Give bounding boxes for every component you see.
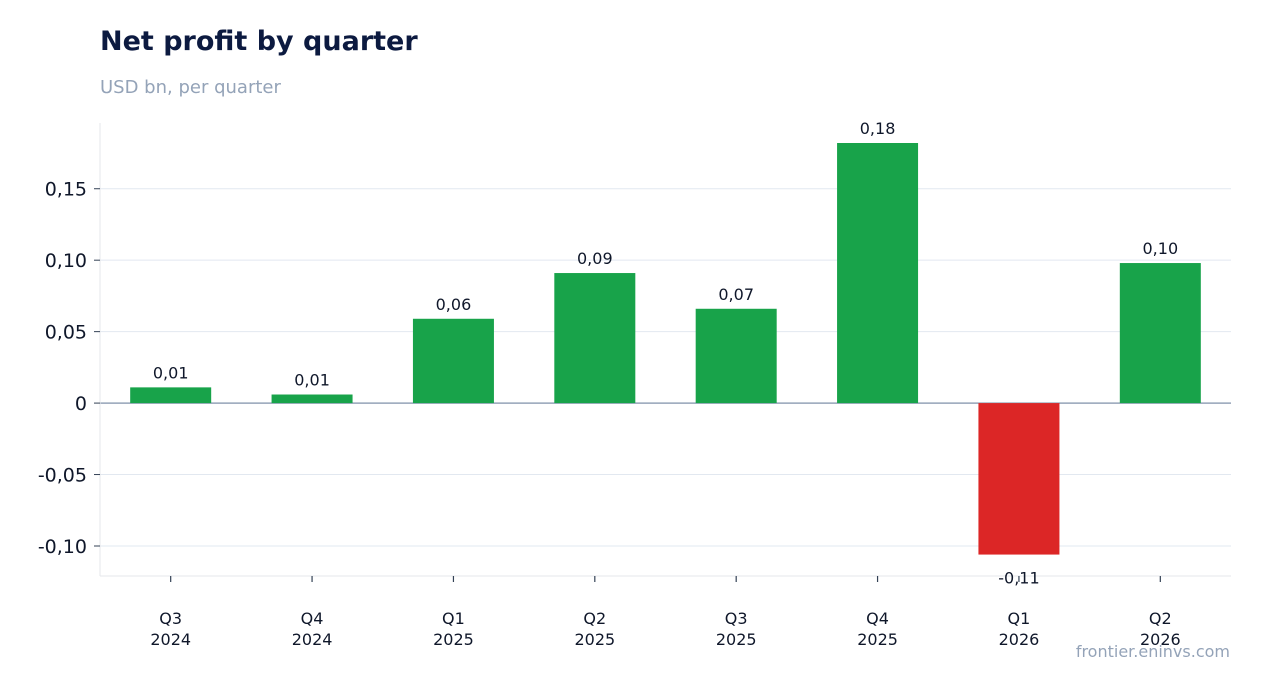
x-tick-label: 2025 — [574, 630, 615, 649]
x-tick-label: 2026 — [999, 630, 1040, 649]
bar — [978, 403, 1060, 555]
source-credit: frontier.eninvs.com — [1075, 642, 1230, 661]
x-tick-label: 2024 — [150, 630, 191, 649]
x-tick-label: 2025 — [716, 630, 757, 649]
bar — [271, 394, 353, 404]
x-tick-label: Q2 — [1149, 609, 1172, 628]
bar — [130, 387, 212, 404]
bar — [412, 318, 494, 404]
y-axis-ticks: -0,10 -0,05 0 0,05 0,10 0,15 — [38, 179, 87, 558]
bar — [1119, 263, 1201, 404]
axes — [94, 123, 1231, 582]
x-tick-label: Q2 — [583, 609, 606, 628]
data-label: 0,07 — [718, 285, 754, 304]
data-label: 0,18 — [860, 119, 896, 138]
y-tick-label: 0,05 — [45, 322, 87, 344]
data-label: 0,06 — [436, 295, 472, 314]
data-label: 0,10 — [1143, 239, 1179, 258]
chart-title: Net profit by quarter — [100, 26, 418, 57]
y-tick-label: 0 — [75, 393, 87, 415]
x-tick-label: 2025 — [433, 630, 474, 649]
x-tick-label: Q3 — [159, 609, 182, 628]
data-label: 0,09 — [577, 249, 613, 268]
x-tick-label: 2025 — [857, 630, 898, 649]
x-tick-label: Q4 — [866, 609, 889, 628]
data-label: 0,01 — [153, 363, 189, 382]
x-tick-label: Q3 — [725, 609, 748, 628]
bars — [130, 143, 1201, 555]
y-tick-label: -0,10 — [38, 536, 87, 558]
x-tick-label: 2026 — [1140, 630, 1181, 649]
x-axis-ticks: Q3 2024 Q4 2024 Q1 2025 Q2 2025 Q3 2025 Q4 2025 Q1 20… — [150, 609, 1180, 649]
x-tick-label: Q4 — [301, 609, 324, 628]
gridlines — [100, 188, 1231, 547]
x-tick-label: Q1 — [1008, 609, 1031, 628]
x-tick-label: 2024 — [292, 630, 333, 649]
bar — [837, 143, 919, 404]
bar — [554, 273, 636, 404]
data-label: -0,11 — [998, 569, 1039, 588]
data-labels: 0,01 0,01 0,06 0,09 0,07 0,18 -0,11 0,10 — [153, 119, 1178, 588]
data-label: 0,01 — [294, 371, 330, 390]
y-tick-label: -0,05 — [38, 465, 87, 487]
bar — [695, 308, 777, 404]
y-tick-label: 0,10 — [45, 250, 87, 272]
y-tick-label: 0,15 — [45, 179, 87, 201]
chart-subtitle: USD bn, per quarter — [100, 77, 281, 98]
x-tick-label: Q1 — [442, 609, 465, 628]
